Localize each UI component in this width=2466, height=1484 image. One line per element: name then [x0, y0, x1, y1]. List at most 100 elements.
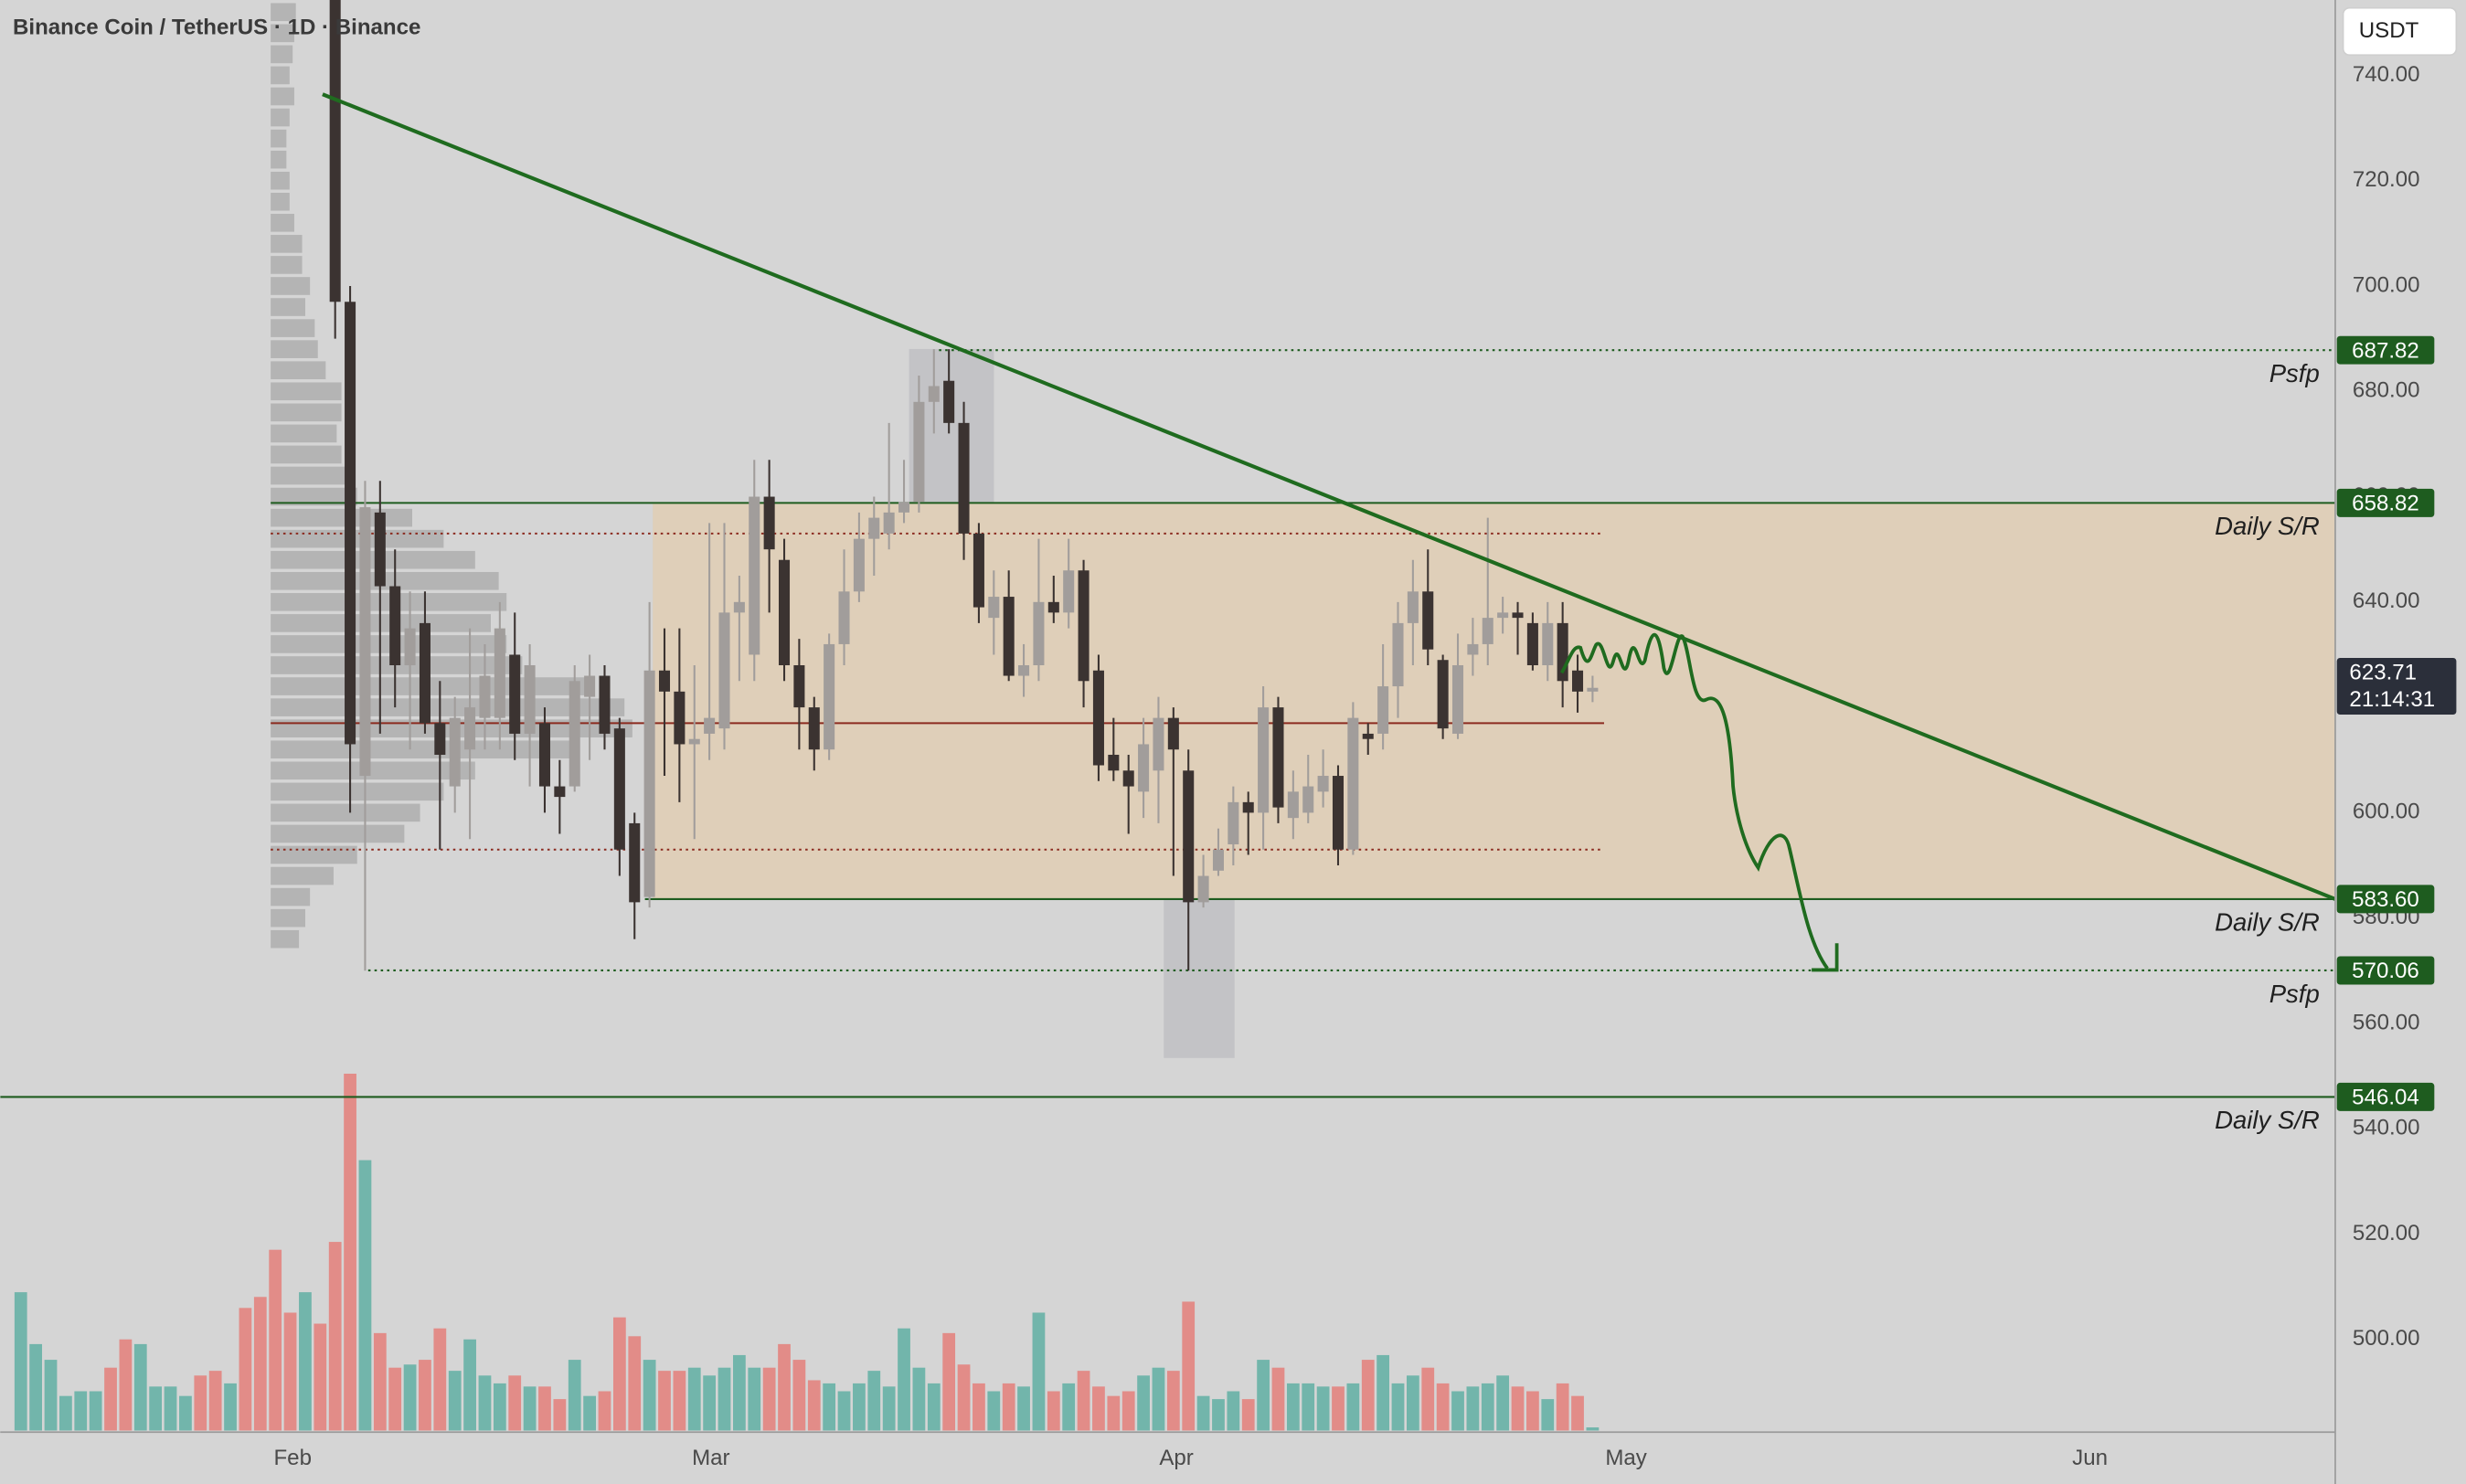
volume-bar: [224, 1383, 237, 1431]
currency-label[interactable]: USDT: [2359, 18, 2419, 43]
candle-body: [1287, 791, 1299, 819]
volume-profile-bar: [271, 908, 305, 928]
volume-bar: [628, 1336, 642, 1431]
volume-profile-bar: [271, 698, 625, 716]
volume-profile-bar: [271, 171, 290, 190]
level-text: Daily S/R: [2215, 908, 2320, 937]
volume-bar: [673, 1371, 686, 1431]
volume-bar: [299, 1292, 312, 1431]
candle-body: [1347, 717, 1359, 850]
volume-bar: [762, 1367, 776, 1431]
volume-profile-bar: [271, 24, 294, 43]
candle-body: [928, 386, 940, 402]
price-tag-label: 570.06: [2352, 959, 2419, 983]
candle-body: [1047, 601, 1059, 613]
volume-bar: [1182, 1301, 1196, 1431]
volume-profile-bar: [271, 298, 305, 316]
volume-profile-bar: [271, 256, 303, 274]
candle-body: [449, 717, 461, 787]
volume-bar: [1257, 1360, 1270, 1431]
y-tick-label: 680.00: [2353, 378, 2420, 403]
volume-bar: [179, 1395, 192, 1431]
volume-bar: [1166, 1371, 1180, 1431]
volume-bar: [807, 1380, 821, 1431]
x-tick-label: Mar: [692, 1446, 729, 1470]
volume-bar: [89, 1391, 102, 1431]
volume-bar: [703, 1375, 717, 1431]
candle-body: [359, 507, 371, 777]
volume-bar: [778, 1343, 791, 1431]
volume-bar: [239, 1308, 252, 1431]
volume-bar: [1361, 1360, 1375, 1431]
volume-bar: [119, 1339, 133, 1431]
candle-body: [1317, 776, 1329, 792]
candle-body: [988, 597, 1000, 619]
candle-body: [1482, 618, 1493, 644]
candle-body: [749, 496, 760, 655]
y-tick-label: 560.00: [2353, 1010, 2420, 1034]
y-tick-label: 520.00: [2353, 1221, 2420, 1246]
candle-body: [1407, 591, 1419, 623]
volume-bar: [1092, 1386, 1105, 1431]
volume-bar: [1227, 1391, 1240, 1431]
volume-bar: [612, 1317, 626, 1431]
candle-body: [688, 738, 700, 745]
candle-body: [1138, 744, 1150, 792]
y-tick-label: 500.00: [2353, 1326, 2420, 1351]
volume-profile-bar: [271, 929, 300, 949]
level-text: Daily S/R: [2215, 512, 2320, 540]
volume-bar: [1316, 1386, 1330, 1431]
volume-bar: [823, 1383, 836, 1431]
volume-bar: [1391, 1383, 1405, 1431]
volume-bar: [1406, 1375, 1419, 1431]
candle-body: [1108, 754, 1120, 771]
candle-body: [569, 681, 580, 787]
candle-body: [404, 628, 416, 665]
last-price-tag: [2336, 658, 2457, 715]
volume-bar: [1032, 1312, 1046, 1431]
volume-profile-bar: [271, 424, 337, 443]
candle-body: [824, 643, 835, 750]
volume-bar: [538, 1386, 551, 1431]
volume-profile-bar: [271, 3, 296, 22]
volume-bar: [314, 1323, 327, 1431]
volume-profile-bar: [271, 845, 357, 864]
volume-bar: [1571, 1395, 1584, 1431]
volume-bar: [194, 1375, 207, 1431]
volume-bar: [1212, 1399, 1225, 1431]
candle-body: [1512, 612, 1524, 619]
volume-bar: [1451, 1391, 1464, 1431]
volume-profile-bar: [271, 782, 444, 801]
range-box: [653, 503, 2335, 899]
volume-bar: [748, 1367, 761, 1431]
volume-profile-bar: [271, 445, 342, 464]
candle-body: [868, 517, 880, 539]
currency-button[interactable]: [2342, 6, 2458, 57]
volume-bar: [448, 1371, 462, 1431]
candle-body: [479, 675, 491, 718]
candle-body: [389, 586, 401, 665]
candle-body: [1242, 801, 1254, 813]
candle-body: [853, 538, 865, 592]
volume-bar: [104, 1367, 117, 1431]
candle-body: [419, 622, 430, 724]
candle-body: [1392, 622, 1404, 687]
volume-profile-bar: [271, 340, 318, 358]
candle-body: [613, 728, 625, 850]
volume-bar: [1332, 1386, 1345, 1431]
volume-bar: [1586, 1427, 1600, 1431]
candle-body: [509, 654, 521, 734]
volume-bar: [523, 1386, 537, 1431]
candle-body: [793, 664, 805, 708]
price-tag: [2336, 335, 2435, 365]
price-tag-label: 658.82: [2352, 491, 2419, 515]
chart-title: Binance Coin / TetherUS · 1D · Binance: [13, 15, 420, 39]
candle-body: [1122, 770, 1134, 787]
candle-body: [538, 723, 550, 787]
volume-bar: [149, 1386, 163, 1431]
candle-body: [1258, 707, 1270, 813]
volume-bar: [927, 1383, 941, 1431]
volume-bar: [419, 1360, 431, 1431]
volume-bar: [568, 1360, 581, 1431]
